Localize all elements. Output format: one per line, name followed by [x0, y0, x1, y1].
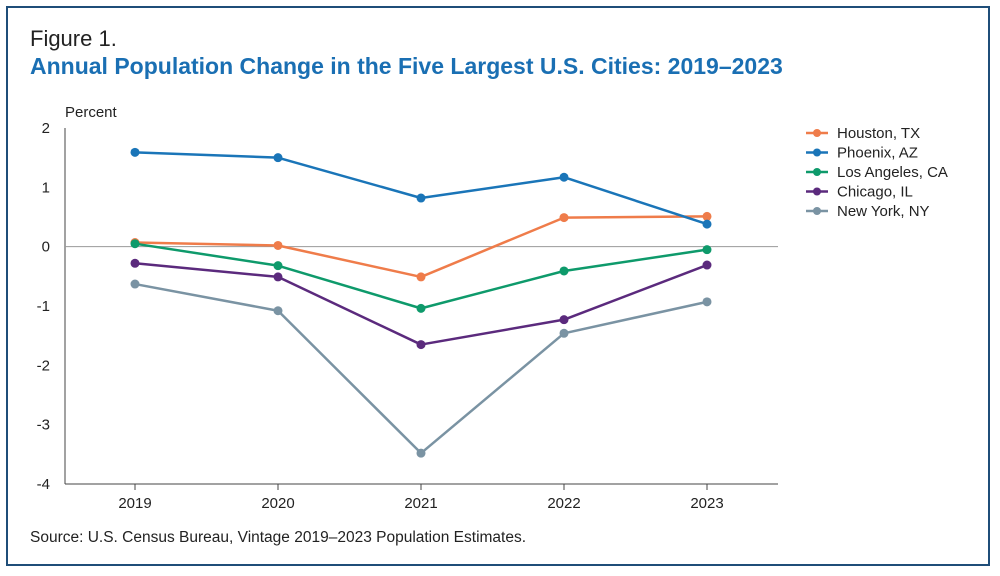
y-tick-label: -2 [37, 357, 50, 374]
series-chicago-il [130, 258, 712, 350]
data-point [416, 303, 426, 313]
data-point [559, 213, 569, 223]
data-point [130, 147, 140, 157]
data-point [273, 272, 283, 282]
x-tick-label: 2021 [404, 495, 437, 512]
data-point [559, 315, 569, 325]
y-tick-label: 1 [42, 179, 50, 196]
y-tick-label: -3 [37, 417, 50, 434]
legend-item: New York, NY [806, 203, 930, 220]
y-tick-label: 2 [42, 120, 50, 137]
legend-item: Chicago, IL [806, 184, 913, 201]
legend-swatch-marker [813, 129, 821, 137]
y-axis-label: Percent [65, 104, 118, 121]
legend-label: New York, NY [837, 203, 930, 220]
legend-label: Phoenix, AZ [837, 145, 918, 162]
figure-label: Figure 1. [30, 26, 117, 51]
legend-label: Los Angeles, CA [837, 164, 948, 181]
x-tick-label: 2020 [261, 495, 294, 512]
legend-label: Chicago, IL [837, 184, 913, 201]
legend-swatch-marker [813, 207, 821, 215]
y-tick-label: -4 [37, 476, 50, 493]
x-tick-label: 2019 [118, 495, 151, 512]
data-point [559, 266, 569, 276]
data-point [702, 245, 712, 255]
legend-swatch-marker [813, 148, 821, 157]
legend-label: Houston, TX [837, 125, 920, 142]
data-point [416, 340, 426, 350]
data-point [702, 211, 712, 221]
series-los-angeles-ca [130, 239, 712, 313]
legend-swatch-marker [813, 187, 821, 196]
data-point [273, 153, 283, 163]
series-phoenix-az [130, 147, 712, 229]
data-point [416, 448, 426, 458]
legend: Houston, TX Phoenix, AZ Los Angeles, CA Chi… [806, 125, 948, 220]
source-note: Source: U.S. Census Bureau, Vintage 2019… [30, 529, 527, 546]
y-tick-label: -1 [37, 298, 50, 315]
data-point [702, 260, 712, 270]
series-layer [130, 147, 712, 458]
x-tick-label: 2022 [547, 495, 580, 512]
data-point [273, 240, 283, 250]
legend-swatch-marker [813, 168, 821, 176]
data-point [130, 279, 140, 289]
axes: 2 1 0 -1 -2 -3 -4 2019 2020 2021 2022 2023 [37, 120, 778, 512]
legend-item: Phoenix, AZ [806, 145, 918, 162]
legend-item: Los Angeles, CA [806, 164, 948, 181]
data-point [416, 272, 426, 282]
data-point [702, 297, 712, 307]
legend-item: Houston, TX [806, 125, 920, 142]
data-point [130, 258, 140, 268]
data-point [559, 172, 569, 182]
data-point [702, 219, 712, 229]
series-line [134, 151, 708, 226]
y-tick-label: 0 [42, 239, 50, 256]
data-point [130, 239, 140, 249]
series-new-york-ny [130, 279, 712, 458]
figure-frame [6, 6, 990, 566]
data-point [416, 193, 426, 203]
chart-title: Annual Population Change in the Five Lar… [30, 53, 783, 79]
data-point [273, 306, 283, 316]
data-point [559, 328, 569, 338]
data-point [273, 261, 283, 271]
x-tick-label: 2023 [690, 495, 723, 512]
